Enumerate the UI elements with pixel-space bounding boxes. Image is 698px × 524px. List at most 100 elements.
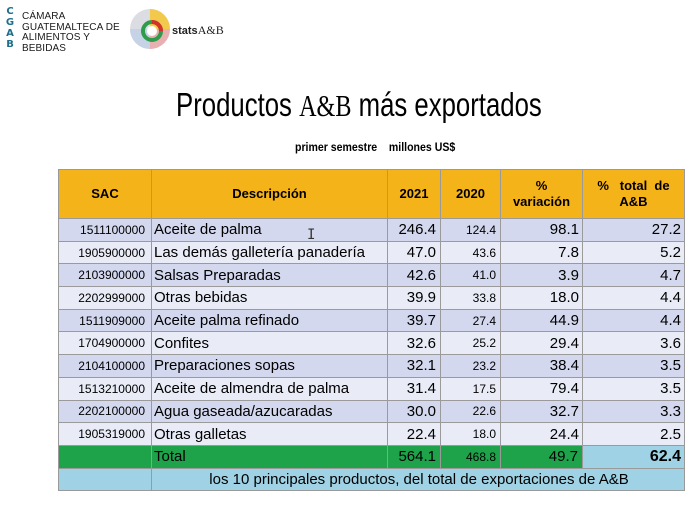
cell-sac: 1511100000: [58, 218, 152, 242]
org-line: CÁMARA: [22, 11, 66, 22]
cell-variation: 7.8: [500, 240, 583, 265]
cell-share: 5.2: [582, 240, 685, 265]
logo-letter: C: [6, 6, 14, 17]
cell-description: Aceite de almendra de palma: [151, 376, 388, 401]
cell-sac: 1513210000: [58, 376, 152, 401]
cell-2021: 32.1: [387, 354, 441, 378]
cell-sac: 1905319000: [58, 422, 152, 446]
organization-name: CÁMARA GUATEMALTECA DE ALIMENTOS Y BEBID…: [22, 11, 132, 54]
table-row: 2202100000 Agua gaseada/azucaradas 30.0 22.…: [58, 399, 685, 424]
header-share-total: % total de A&B: [582, 169, 685, 219]
cell-2020: 25.2: [440, 331, 501, 356]
cell-sac: 2202999000: [58, 286, 152, 310]
stats-logo-icon: [130, 9, 170, 49]
cell-2021: 30.0: [387, 399, 441, 424]
header-share-line2: A&B: [619, 194, 648, 209]
cell-2021: 39.7: [387, 308, 441, 333]
cell-2021: 31.4: [387, 376, 441, 401]
cell-variation: 29.4: [500, 331, 583, 356]
table-row: 2202999000 Otras bebidas 39.9 33.8 18.0 4.4: [58, 286, 685, 310]
header-description: Descripción: [151, 169, 388, 219]
cell-share: 3.6: [582, 331, 685, 356]
cgab-logo-mark: C G A B: [3, 6, 17, 50]
cell-2020: 17.5: [440, 376, 501, 401]
cell-2020: 27.4: [440, 308, 501, 333]
footnote-blank: [58, 467, 152, 491]
cell-share: 4.4: [582, 308, 685, 333]
cell-sac: 2104100000: [58, 354, 152, 378]
total-2020: 468.8: [440, 444, 501, 469]
cell-sac: 1905900000: [58, 240, 152, 265]
header-variation: % variación: [500, 169, 583, 219]
title-brand: A&B: [299, 88, 352, 123]
table-row: 1511909000 Aceite palma refinado 39.7 27.4 4…: [58, 308, 685, 333]
stats-prefix: stats: [172, 25, 198, 37]
cell-variation: 32.7: [500, 399, 583, 424]
cell-variation: 24.4: [500, 422, 583, 446]
cell-sac: 2103900000: [58, 263, 152, 288]
cell-2021: 22.4: [387, 422, 441, 446]
cell-share: 2.5: [582, 422, 685, 446]
cell-2020: 23.2: [440, 354, 501, 378]
table-header-row: SAC Descripción 2021 2020 % variación % …: [58, 169, 685, 219]
exports-table: SAC Descripción 2021 2020 % variación % …: [58, 169, 685, 491]
cell-description: Aceite palma refinado: [151, 308, 388, 333]
logo-letter: A: [6, 28, 14, 39]
table-row: 1905319000 Otras galletas 22.4 18.0 24.4 2.5: [58, 422, 685, 446]
footnote-row: los 10 principales productos, del total …: [58, 467, 685, 491]
cell-description: Salsas Preparadas: [151, 263, 388, 288]
cell-description: Las demás galletería panadería: [151, 240, 388, 265]
cell-variation: 18.0: [500, 286, 583, 310]
cell-variation: 98.1: [500, 218, 583, 242]
logo-letter: B: [6, 39, 14, 50]
total-share: 62.4: [582, 444, 685, 469]
stats-label: statsA&B: [172, 23, 224, 38]
cell-2020: 124.4: [440, 218, 501, 242]
cell-2021: 47.0: [387, 240, 441, 265]
cell-description: Otras galletas: [151, 422, 388, 446]
cell-2021: 246.4: [387, 218, 441, 242]
cell-2020: 18.0: [440, 422, 501, 446]
cell-sac: 2202100000: [58, 399, 152, 424]
cell-description: Aceite de palma: [151, 218, 388, 242]
cell-sac: 1704900000: [58, 331, 152, 356]
logo-letter: G: [5, 17, 15, 28]
text-cursor-icon: I: [307, 227, 316, 243]
cell-variation: 3.9: [500, 263, 583, 288]
cell-description: Agua gaseada/azucaradas: [151, 399, 388, 424]
total-row: Total 564.1 468.8 49.7 62.4: [58, 444, 685, 469]
cell-share: 4.4: [582, 286, 685, 310]
org-line: ALIMENTOS Y BEBIDAS: [22, 32, 90, 54]
org-line: GUATEMALTECA DE: [22, 21, 120, 33]
page-title: Productos A&B más exportados: [87, 86, 631, 124]
table-row: 2103900000 Salsas Preparadas 42.6 41.0 3.9 4.…: [58, 263, 685, 288]
title-part: más exportados: [351, 86, 542, 123]
cell-description: Otras bebidas: [151, 286, 388, 310]
cell-2021: 32.6: [387, 331, 441, 356]
header-sac: SAC: [58, 169, 152, 219]
cell-share: 27.2: [582, 218, 685, 242]
cell-share: 3.3: [582, 399, 685, 424]
header-variation-line2: variación: [512, 194, 571, 209]
cell-variation: 79.4: [500, 376, 583, 401]
table-row: 1905900000 Las demás galletería panadería…: [58, 240, 685, 265]
page-subtitle: primer semestre millones US$: [295, 140, 456, 154]
cell-2020: 22.6: [440, 399, 501, 424]
cell-variation: 44.9: [500, 308, 583, 333]
table-row: 1704900000 Confites 32.6 25.2 29.4 3.6: [58, 331, 685, 356]
cell-variation: 38.4: [500, 354, 583, 378]
header-2020: 2020: [440, 169, 501, 219]
total-label: Total: [151, 444, 388, 469]
title-part: Productos: [176, 86, 300, 123]
cell-share: 3.5: [582, 376, 685, 401]
stats-suffix: A&B: [197, 23, 224, 37]
footnote-text: los 10 principales productos, del total …: [151, 467, 685, 491]
cell-2021: 42.6: [387, 263, 441, 288]
header-variation-line1: %: [535, 178, 548, 193]
cell-description: Confites: [151, 331, 388, 356]
cell-sac: 1511909000: [58, 308, 152, 333]
header-2021: 2021: [387, 169, 441, 219]
cell-2021: 39.9: [387, 286, 441, 310]
cell-2020: 33.8: [440, 286, 501, 310]
total-blank: [58, 444, 152, 469]
